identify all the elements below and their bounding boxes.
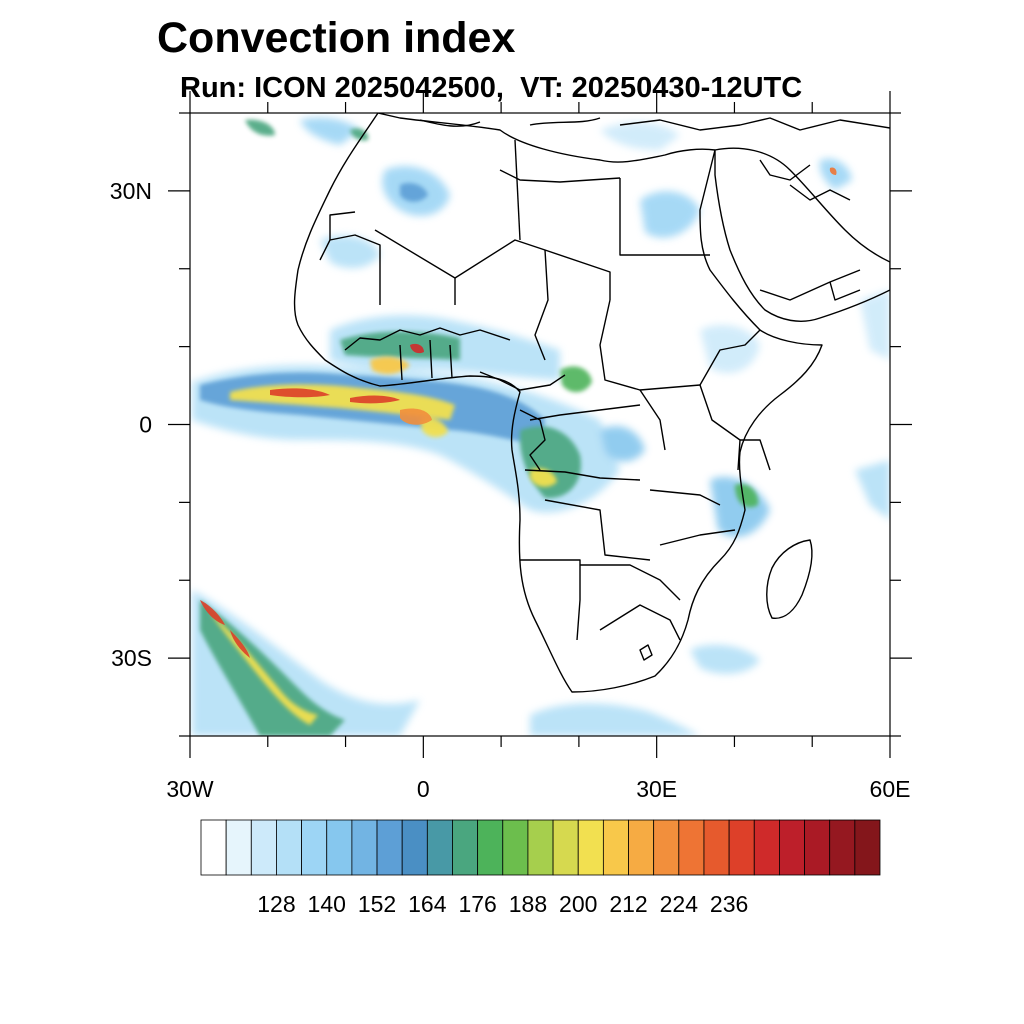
colorbar-swatch [602,819,629,876]
colorbar-swatch [653,819,680,876]
colorbar-swatch [829,819,856,876]
y-tick-label: 30N [110,178,152,204]
colorbar-label: 128 [257,891,295,917]
y-tick-label: 0 [139,412,152,438]
x-tick-label: 0 [417,776,430,802]
colorbar-label: 200 [559,891,597,917]
colorbar-swatch [552,819,579,876]
colorbar-swatch [376,819,403,876]
borders [293,113,890,693]
map-axes: 30N 0 30S 30W 0 30E 60E [110,91,912,802]
colorbar-label: 152 [358,891,396,917]
colorbar: 128 140 152 164 176 188 200 212 224 236 [200,819,881,917]
colorbar-swatch [703,819,730,876]
colorbar-swatch [854,819,881,876]
colorbar-swatch [401,819,428,876]
colorbar-swatch [351,819,378,876]
colorbar-swatch [276,819,302,876]
colorbar-label: 164 [408,891,447,917]
colorbar-swatch [502,819,529,876]
colorbar-swatch [250,819,277,876]
colorbar-swatch [225,819,252,876]
x-tick-label: 30W [166,776,214,802]
colorbar-swatch [628,819,655,876]
colorbar-label: 176 [458,891,496,917]
convection-field [192,117,890,736]
colorbar-label: 224 [660,891,699,917]
colorbar-label: 212 [609,891,647,917]
y-tick-label: 30S [111,645,152,671]
colorbar-swatch [728,819,755,876]
colorbar-swatch [577,819,604,876]
x-tick-label: 30E [636,776,677,802]
colorbar-swatch [200,819,227,876]
colorbar-label: 140 [308,891,346,917]
colorbar-label: 188 [509,891,547,917]
colorbar-swatch [753,819,780,876]
colorbar-swatch [527,819,554,876]
colorbar-swatch [804,819,831,876]
chart-title: Convection index [157,14,516,62]
colorbar-swatch [301,819,328,876]
colorbar-swatch [678,819,705,876]
colorbar-swatch [452,819,479,876]
colorbar-swatch [426,819,453,876]
x-tick-label: 60E [870,776,911,802]
colorbar-label: 236 [710,891,748,917]
colorbar-swatch [779,819,805,876]
chart-subtitle: Run: ICON 2025042500, VT: 20250430-12UTC [180,72,803,104]
colorbar-swatch [326,819,353,876]
colorbar-swatch [477,819,504,876]
